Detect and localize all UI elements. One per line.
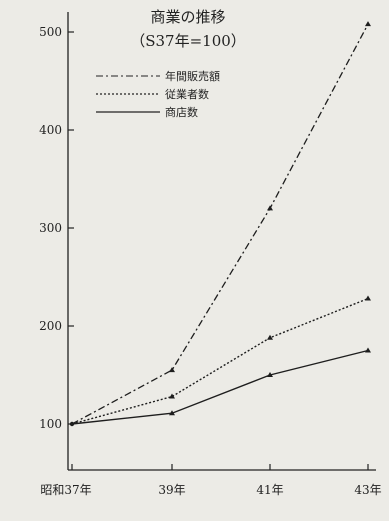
data-point [69, 421, 75, 427]
chart-subtitle: （S37年=100） [130, 32, 246, 50]
x-tick-label: 43年 [354, 483, 381, 497]
x-tick-label: 41年 [256, 483, 283, 497]
chart-title: 商業の推移 [150, 8, 225, 26]
legend: 年間販売額 従業者数 商店数 [96, 69, 220, 119]
y-tick-label: 400 [39, 123, 62, 137]
series-line-employees [71, 297, 369, 425]
legend-label-stores: 商店数 [165, 105, 198, 119]
series-line-stores [71, 349, 369, 425]
y-tick-label: 500 [39, 25, 62, 39]
data-point [267, 334, 273, 340]
data-point [267, 372, 273, 377]
data-point [365, 295, 371, 301]
legend-label-sales: 年間販売額 [165, 69, 220, 83]
data-point [365, 347, 371, 353]
series-line-sales [71, 23, 369, 425]
x-tick-label: 39年 [158, 483, 185, 497]
data-point [267, 205, 273, 211]
y-tick-label: 300 [39, 221, 62, 235]
data-point [365, 21, 371, 27]
y-tick-label: 100 [39, 417, 62, 431]
legend-label-employees: 従業者数 [165, 88, 209, 101]
y-tick-label: 200 [39, 319, 62, 333]
data-point [169, 410, 175, 416]
series-layer [69, 21, 371, 427]
data-point [169, 367, 175, 373]
data-point [169, 393, 175, 399]
x-tick-label: 昭和37年 [40, 483, 91, 497]
x-ticks: 昭和37年 39年 41年 43年 [40, 464, 382, 497]
y-ticks: 100 200 300 400 500 [39, 25, 74, 431]
